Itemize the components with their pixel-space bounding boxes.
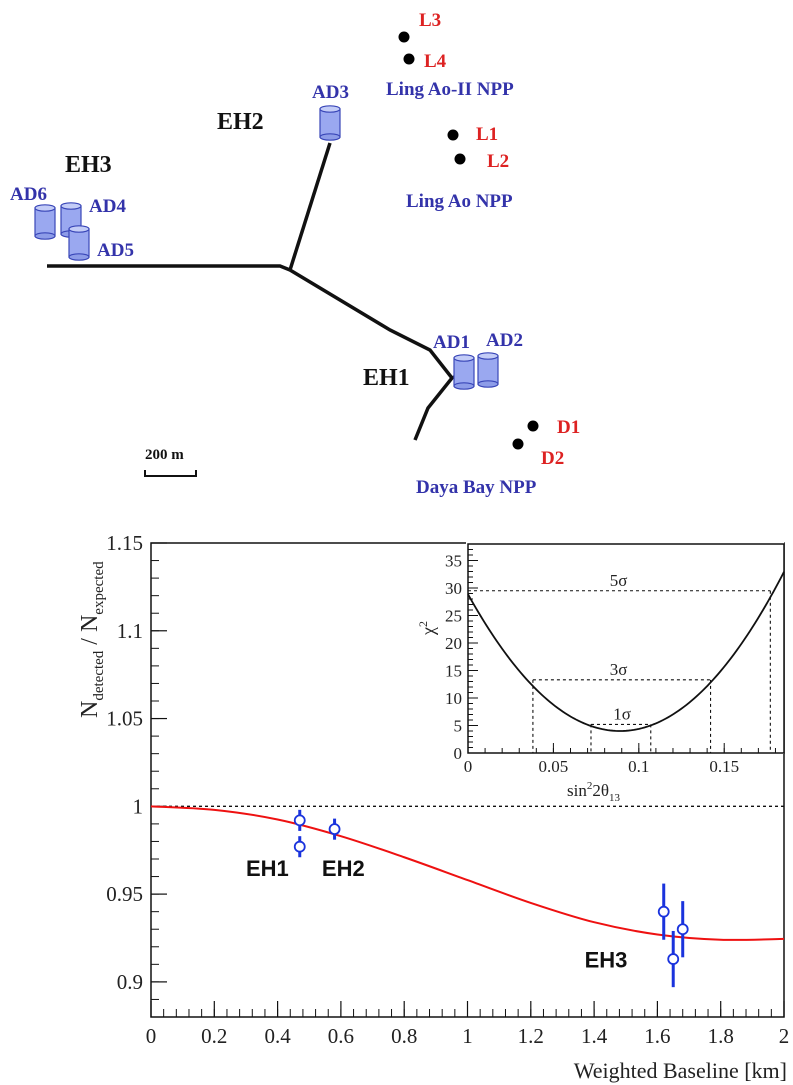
main-plot: 0 0.2 0.4 0.6 0.8 1 1.2 1.4 1.6 1.8 2 0.9 0.95 1 1.05 1… bbox=[77, 531, 789, 1083]
main-y-tick-label: 1.1 bbox=[117, 619, 143, 643]
main-y-tick-label: 0.95 bbox=[106, 882, 143, 906]
inset-y-tick-label: 30 bbox=[445, 579, 462, 598]
inset-y-tick-label: 25 bbox=[445, 607, 462, 626]
main-x-tick-label: 0.6 bbox=[328, 1024, 354, 1048]
plant-ling-ao-2-label: Ling Ao-II NPP bbox=[386, 79, 514, 100]
hall-eh1-label: EH1 bbox=[363, 365, 410, 391]
annotation-eh1: EH1 bbox=[246, 856, 289, 881]
sigma-level-label: 1σ bbox=[613, 704, 631, 723]
data-point bbox=[657, 905, 670, 918]
tunnel-west-branch bbox=[47, 264, 291, 272]
data-point bbox=[328, 823, 341, 836]
main-x-tick-label: 1.8 bbox=[708, 1024, 734, 1048]
inset-y-tick-label: 35 bbox=[445, 552, 462, 571]
inset-y-tick-label: 15 bbox=[445, 662, 462, 681]
main-grid-and-axes: 0 0.2 0.4 0.6 0.8 1 1.2 1.4 1.6 1.8 2 0.9 0.95 1 1.05 1… bbox=[106, 531, 789, 1048]
annotation-eh2: EH2 bbox=[322, 856, 365, 881]
reactor-l3-dot bbox=[398, 31, 410, 43]
inset-layer: 0 0.05 0.1 0.15 0 5 10 15 20 25 30 35 5σ 3σ 1σ bbox=[445, 543, 785, 776]
reactor-l2-label: L2 bbox=[487, 151, 509, 172]
main-y-tick-label: 1.05 bbox=[106, 707, 143, 731]
inset-x-axis-label: sin22θ13 bbox=[567, 780, 621, 804]
main-y-tick-label: 1 bbox=[133, 794, 144, 818]
detector-ad5-label: AD5 bbox=[97, 240, 134, 261]
sigma-level-label: 5σ bbox=[610, 571, 628, 590]
main-y-tick-label: 0.9 bbox=[117, 970, 143, 994]
sigma-level-label: 3σ bbox=[610, 660, 628, 679]
site-map: EH3 EH2 EH1 AD6 AD4 AD5 AD3 AD1 AD2 L3 L… bbox=[10, 10, 580, 498]
inset-y-tick-label: 0 bbox=[454, 744, 463, 763]
detector-ad2-icon bbox=[477, 352, 499, 388]
main-x-tick-label: 1.6 bbox=[644, 1024, 670, 1048]
main-x-tick-label: 0.4 bbox=[264, 1024, 291, 1048]
main-x-tick-label: 2 bbox=[779, 1024, 790, 1048]
plant-daya-bay-label: Daya Bay NPP bbox=[416, 477, 537, 498]
reactor-d1-label: D1 bbox=[557, 417, 580, 438]
data-point bbox=[676, 923, 689, 936]
detector-ad3-icon bbox=[319, 105, 341, 141]
reactor-l3-label: L3 bbox=[419, 10, 441, 31]
detector-ad6-icon bbox=[34, 204, 56, 240]
main-y-tick-label: 1.15 bbox=[106, 531, 143, 555]
data-point bbox=[667, 953, 680, 965]
main-y-axis-label: Ndetected / Nexpected bbox=[77, 561, 107, 718]
main-x-tick-label: 0 bbox=[146, 1024, 157, 1048]
main-data-layer bbox=[150, 805, 785, 988]
detector-ad4-label: AD4 bbox=[89, 196, 126, 217]
detector-ad1-icon bbox=[453, 354, 475, 390]
reactor-l1-dot bbox=[447, 129, 459, 141]
reactor-l1-label: L1 bbox=[476, 124, 498, 145]
tunnel-main bbox=[289, 268, 455, 441]
plant-ling-ao-label: Ling Ao NPP bbox=[406, 191, 513, 212]
main-x-tick-label: 1.2 bbox=[518, 1024, 544, 1048]
detector-ad5-icon bbox=[68, 225, 90, 261]
inset-x-tick-label: 0.1 bbox=[628, 757, 649, 776]
scale-bar bbox=[144, 470, 197, 477]
oscillation-curve bbox=[150, 805, 785, 941]
reactor-l4-label: L4 bbox=[424, 51, 447, 72]
inset-plot: 0 0.05 0.1 0.15 0 5 10 15 20 25 30 35 5σ 3σ 1σ χ2 sin2… bbox=[416, 540, 785, 804]
data-point bbox=[293, 840, 306, 853]
inset-y-tick-label: 5 bbox=[454, 717, 463, 736]
main-x-tick-label: 0.2 bbox=[201, 1024, 227, 1048]
inset-y-axis-label: χ2 bbox=[416, 621, 438, 636]
annotation-eh3: EH3 bbox=[585, 948, 628, 973]
detector-ad3-label: AD3 bbox=[312, 82, 349, 103]
main-x-tick-label: 1 bbox=[462, 1024, 473, 1048]
reactor-l2-dot bbox=[454, 153, 466, 165]
data-point bbox=[293, 814, 306, 827]
inset-y-tick-label: 10 bbox=[445, 689, 462, 708]
main-x-tick-label: 0.8 bbox=[391, 1024, 417, 1048]
reactor-l4-dot bbox=[403, 53, 415, 65]
inset-x-tick-label: 0.15 bbox=[709, 757, 739, 776]
main-x-tick-label: 1.4 bbox=[581, 1024, 608, 1048]
hall-eh2-label: EH2 bbox=[217, 109, 264, 135]
detector-ad1-label: AD1 bbox=[433, 332, 470, 353]
scale-bar-label: 200 m bbox=[145, 447, 184, 463]
reactor-d2-dot bbox=[512, 438, 524, 450]
reactor-d2-label: D2 bbox=[541, 448, 564, 469]
tunnel-north-branch bbox=[288, 142, 332, 271]
inset-x-tick-label: 0.05 bbox=[539, 757, 569, 776]
detector-ad2-label: AD2 bbox=[486, 330, 523, 351]
detector-ad6-label: AD6 bbox=[10, 184, 47, 205]
main-x-axis-label: Weighted Baseline [km] bbox=[574, 1058, 787, 1083]
inset-x-tick-label: 0 bbox=[464, 757, 473, 776]
inset-y-tick-label: 20 bbox=[445, 634, 462, 653]
inset-background bbox=[466, 540, 784, 754]
hall-eh3-label: EH3 bbox=[65, 152, 112, 178]
chi2-curve bbox=[467, 571, 785, 732]
reactor-d1-dot bbox=[527, 420, 539, 432]
